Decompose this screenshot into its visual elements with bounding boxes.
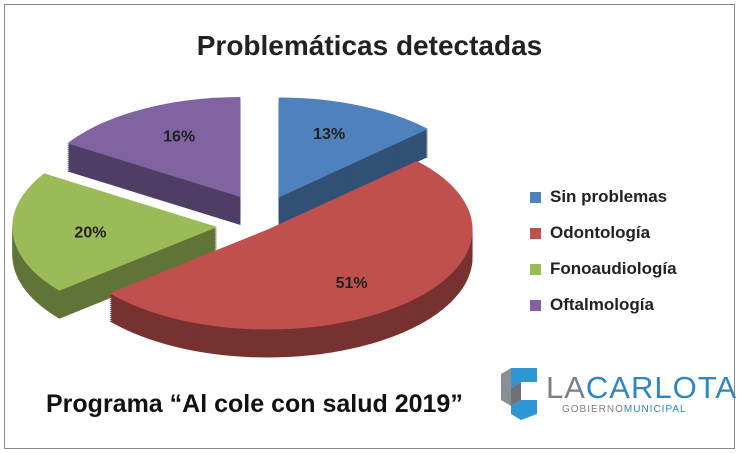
legend-label: Sin problemas (550, 187, 668, 206)
legend-label: Odontología (550, 223, 651, 242)
la-carlota-logo-icon (501, 368, 537, 420)
legend-item: Odontología (530, 223, 650, 243)
logo-name-carlota: CARLOTA (585, 370, 738, 405)
logo-name-la: LA (546, 370, 586, 405)
legend-item: Oftalmología (530, 295, 654, 315)
pie-slice-sinproblemas (278, 97, 429, 198)
program-caption: Programa “Al cole con salud 2019” (46, 390, 463, 418)
logo-name: LACARLOTA (546, 370, 737, 406)
legend-label: Oftalmología (550, 295, 654, 314)
data-label: 51% (336, 275, 368, 292)
pie-slice-fonoaudiologa (12, 173, 218, 291)
data-label: 13% (313, 126, 345, 143)
logo-subtitle: GOBIERNOMUNICIPAL (562, 404, 687, 415)
legend-swatch (530, 191, 541, 203)
chart-title: Problemáticas detectadas (196, 30, 543, 61)
pie-slice-oftalmologa (67, 96, 241, 197)
logo-sub-b: MUNICIPAL (623, 404, 687, 415)
legend-item: Sin problemas (530, 187, 667, 207)
logo-sub-a: GOBIERNO (562, 404, 624, 415)
data-label: 20% (74, 224, 106, 241)
legend-swatch (530, 263, 541, 275)
legend-swatch (530, 227, 541, 239)
legend-item: Fonoaudiología (530, 259, 677, 279)
legend-swatch (530, 299, 541, 311)
data-label: 16% (163, 129, 195, 146)
legend-label: Fonoaudiología (550, 259, 677, 278)
pie-slice-odontologa (109, 161, 473, 330)
